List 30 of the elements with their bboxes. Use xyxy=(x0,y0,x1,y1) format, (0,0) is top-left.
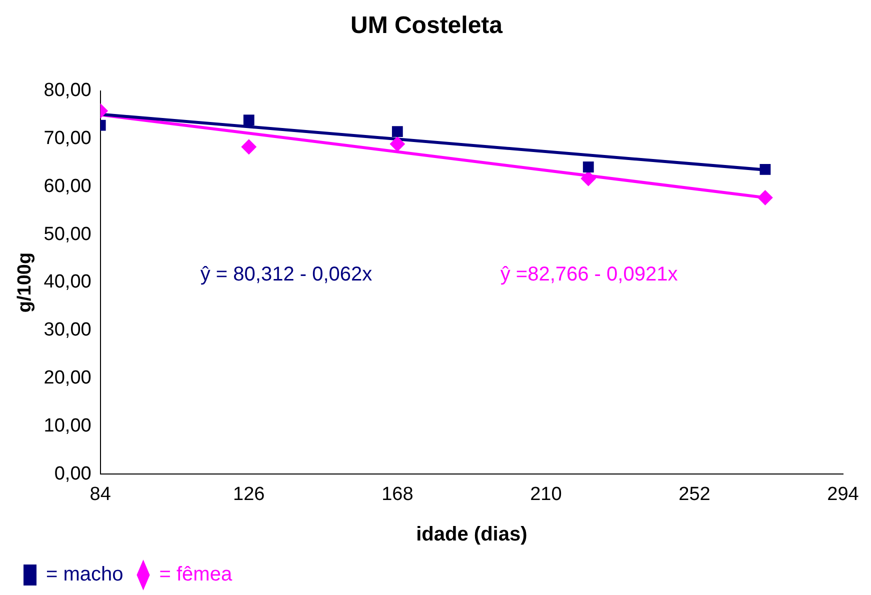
y-tick-label: 70,00 xyxy=(44,128,92,149)
point xyxy=(760,164,771,175)
point xyxy=(243,114,254,126)
point xyxy=(241,139,256,154)
x-axis-title: idade (dias) xyxy=(416,524,528,546)
x-tick-label: 168 xyxy=(382,484,414,505)
x-tick-label: 252 xyxy=(678,484,710,505)
x-tick-label: 126 xyxy=(233,484,265,505)
y-tick-label: 50,00 xyxy=(44,224,92,245)
y-axis-title: g/100g xyxy=(14,252,36,313)
y-tick-label: 30,00 xyxy=(44,320,92,341)
x-tick-label: 210 xyxy=(530,484,562,505)
point xyxy=(580,171,596,186)
point xyxy=(392,126,403,137)
annotation: ŷ =82,766 - 0,0921x xyxy=(500,263,678,286)
y-tick-label: 60,00 xyxy=(44,176,92,197)
legend-label: = fêmea xyxy=(159,564,233,586)
x-tick-label: 84 xyxy=(90,484,112,505)
chart-title: UM Costeleta xyxy=(350,12,504,40)
y-tick-label: 10,00 xyxy=(44,416,92,437)
point xyxy=(390,136,405,152)
annotation: ŷ = 80,312 - 0,062x xyxy=(200,263,372,286)
y-tick-label: 40,00 xyxy=(44,272,92,293)
point xyxy=(758,190,773,206)
y-tick-label: 20,00 xyxy=(44,368,92,389)
legend-label: = macho xyxy=(46,564,124,586)
y-tick-label: 0,00 xyxy=(54,463,92,484)
x-tick-label: 294 xyxy=(827,484,860,505)
point xyxy=(582,162,594,172)
y-tick-label: 80,00 xyxy=(44,80,92,102)
